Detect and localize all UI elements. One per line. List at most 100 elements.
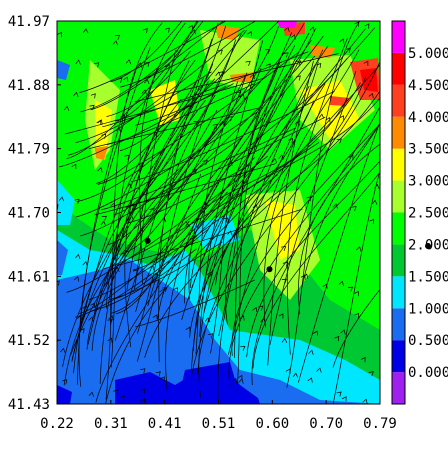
y-tick-label: 41.61 <box>8 269 50 285</box>
streamline-arrowhead <box>341 396 347 402</box>
streamline-arrowhead <box>351 206 357 212</box>
y-tick-label: 41.43 <box>8 397 50 413</box>
streamline-arrowhead <box>120 114 126 120</box>
streamline-arrowhead <box>90 93 96 99</box>
streamline-arrowhead <box>141 89 147 95</box>
heatmap-region-deep-blue <box>57 385 72 404</box>
streamline-arrowhead <box>294 120 300 126</box>
streamline-arrowhead <box>63 105 70 111</box>
streamline <box>115 21 198 122</box>
streamline <box>75 71 212 143</box>
streamline-arrowhead <box>100 220 107 226</box>
streamline-arrowhead <box>309 26 315 32</box>
streamline-arrowhead <box>316 62 322 69</box>
streamline-arrowhead <box>206 271 212 277</box>
streamline-arrowhead <box>249 73 255 80</box>
streamline <box>96 30 247 184</box>
streamline-arrowhead <box>132 269 138 275</box>
streamline-arrowhead <box>258 305 264 311</box>
colorbar-level <box>392 212 405 245</box>
streamline-arrowhead <box>332 203 338 209</box>
colorbar-frame <box>391 20 406 405</box>
streamline-arrowhead <box>284 26 290 32</box>
streamline <box>118 208 303 266</box>
streamline-arrowhead <box>364 23 370 29</box>
streamline-arrowhead <box>153 271 158 278</box>
streamline-arrowhead <box>144 61 150 67</box>
colorbar-tick-label: 5.000 <box>408 46 448 62</box>
streamline-arrowhead <box>159 376 165 382</box>
streamline <box>165 39 312 394</box>
streamline-arrowhead <box>124 154 130 160</box>
streamline-arrowhead <box>149 207 155 213</box>
streamline-arrowhead <box>300 274 306 280</box>
x-tick-label: 0.79 <box>363 416 397 432</box>
streamline <box>134 83 234 126</box>
colorbar-tick-label: 4.000 <box>408 110 448 126</box>
streamline-arrowhead <box>115 126 121 132</box>
streamline-arrowhead <box>126 183 132 189</box>
colorbar-level <box>392 21 405 53</box>
streamline-arrowhead <box>77 314 83 321</box>
streamline <box>107 109 218 246</box>
streamline <box>125 116 326 208</box>
streamline-arrowhead <box>164 27 170 33</box>
streamline-arrowhead <box>144 78 150 85</box>
streamline-arrowhead <box>79 328 85 334</box>
streamline-arrowhead <box>281 337 288 343</box>
streamline-arrowhead <box>101 215 107 221</box>
streamline-arrowhead <box>339 38 345 44</box>
streamline-arrowhead <box>307 377 313 383</box>
heatmap-region-magenta <box>277 21 297 28</box>
heatmap-region-red <box>360 68 378 92</box>
streamline-arrowhead <box>140 388 146 394</box>
streamline <box>198 59 297 398</box>
streamline <box>97 52 299 185</box>
streamline <box>102 142 320 270</box>
heatmap-region-blue <box>57 60 70 80</box>
streamline-arrowhead <box>74 198 80 204</box>
streamline-arrowhead <box>218 71 224 77</box>
streamline-arrowhead <box>114 266 120 272</box>
colorbar-level <box>392 116 405 149</box>
streamline-arrowhead <box>354 290 359 297</box>
streamline <box>191 60 380 374</box>
streamline-arrowhead <box>71 163 77 169</box>
streamline <box>184 55 315 304</box>
colorbar-tick-label: 3.500 <box>408 142 448 158</box>
streamline <box>109 241 223 300</box>
streamline <box>234 32 293 358</box>
heatmap-region-yellow <box>300 80 360 140</box>
x-tick-label: 0.41 <box>148 416 182 432</box>
streamline <box>115 173 202 315</box>
streamline-arrowhead <box>113 389 119 395</box>
streamline-arrowhead <box>75 59 81 65</box>
streamline-arrowhead <box>58 196 65 202</box>
streamline-arrowhead <box>338 280 344 286</box>
x-tick-label: 0.70 <box>309 416 343 432</box>
streamline-arrowhead <box>371 199 378 205</box>
streamline-arrowhead <box>148 264 154 271</box>
streamline <box>189 97 380 288</box>
streamline <box>99 59 196 384</box>
streamline <box>91 248 197 312</box>
streamline-arrowhead <box>125 59 132 65</box>
streamline <box>300 123 380 290</box>
streamline-arrowhead <box>227 230 233 236</box>
streamline <box>80 50 179 113</box>
streamline-arrowhead <box>173 287 178 293</box>
streamline <box>63 76 246 386</box>
colorbar-tick-label: 4.500 <box>408 78 448 94</box>
streamline-arrowhead <box>202 160 208 166</box>
streamline-arrowhead <box>190 29 196 35</box>
streamline <box>111 182 220 314</box>
streamline <box>228 122 380 387</box>
y-tick-label: 41.88 <box>8 78 50 94</box>
streamline <box>130 90 335 183</box>
streamline-arrowhead <box>94 62 100 68</box>
streamline <box>203 82 361 314</box>
streamline-arrowhead <box>82 28 89 34</box>
streamline <box>76 111 258 218</box>
colorbar-level <box>392 148 405 181</box>
streamline-arrowhead <box>107 337 113 343</box>
